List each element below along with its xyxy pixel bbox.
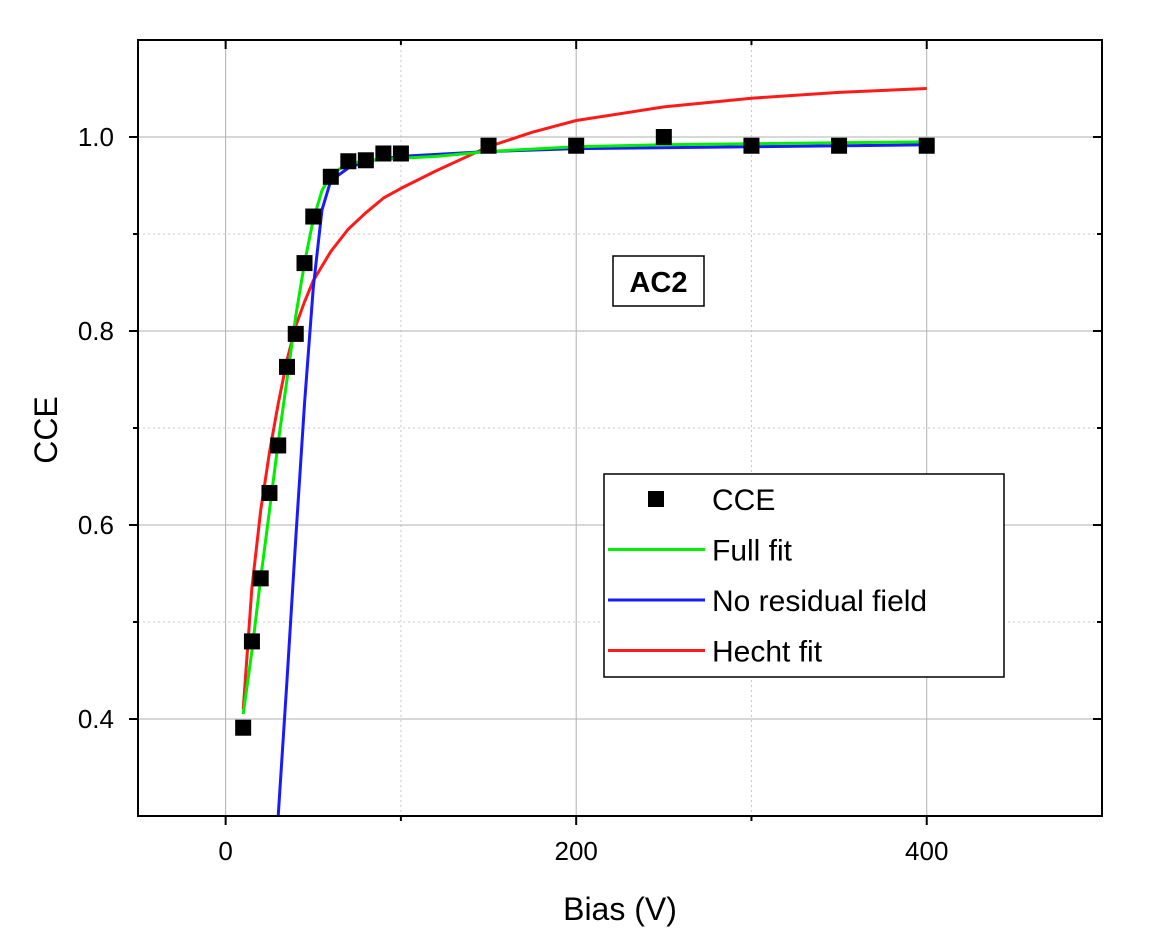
y-axis-title: CCE	[28, 396, 64, 464]
cce-data-point	[655, 129, 672, 145]
x-tick-label: 200	[554, 836, 597, 866]
cce-data-point	[375, 145, 392, 162]
cce-data-point	[831, 137, 848, 154]
cce-data-point	[918, 137, 935, 154]
annotation-box: AC2	[612, 255, 705, 307]
cce-data-point	[743, 137, 760, 154]
cce-data-point	[278, 358, 295, 375]
y-tick-label: 0.8	[78, 316, 114, 346]
y-tick-label: 0.6	[78, 510, 114, 540]
cce-data-point	[296, 255, 313, 272]
legend-frame	[603, 473, 1005, 678]
y-tick-label: 1.0	[78, 122, 114, 152]
legend: CCE Full fit No residual field Hecht fit	[603, 473, 1005, 678]
cce-data-point	[243, 633, 260, 650]
legend-marker-cce	[648, 491, 664, 507]
y-tick-label: 0.4	[78, 704, 114, 734]
series-group	[235, 87, 935, 816]
cce-data-point	[392, 145, 409, 162]
x-tick-label: 400	[905, 836, 948, 866]
series-line-full-fit	[241, 140, 927, 715]
cce-data-point	[322, 168, 339, 185]
cce-data-point	[261, 484, 278, 501]
cce-data-point	[270, 437, 287, 454]
cce-data-point	[357, 152, 374, 169]
legend-label: Full fit	[712, 535, 793, 568]
cce-data-point	[287, 325, 304, 342]
x-tick-label: 0	[218, 836, 232, 866]
series-line-hecht-fit	[241, 87, 927, 710]
axes: 0 200 400 0.4 0.6 0.8 1.0	[78, 39, 1103, 866]
annotation-label: AC2	[629, 267, 687, 299]
cce-data-point	[340, 153, 357, 170]
cce-data-point	[305, 208, 322, 225]
x-axis-title: Bias (V)	[563, 891, 677, 927]
annotation-frame	[612, 255, 705, 307]
cce-data-point	[252, 570, 269, 587]
legend-label: No residual field	[712, 585, 927, 618]
cce-data-point	[568, 137, 585, 154]
legend-label: Hecht fit	[712, 636, 823, 669]
plot-area	[138, 40, 1102, 816]
cce-data-point	[235, 719, 252, 736]
legend-label: CCE	[712, 484, 775, 517]
series-line-no-residual-field	[276, 143, 927, 816]
cce-data-point	[480, 137, 497, 154]
